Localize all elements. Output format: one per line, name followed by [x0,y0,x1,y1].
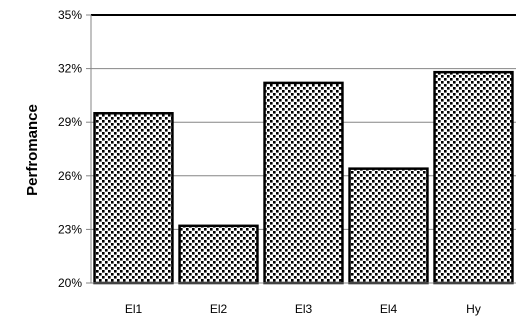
axes [90,15,516,284]
x-tick-label: El2 [210,302,228,316]
bar-el1 [93,112,174,285]
x-tick-label: El4 [380,302,398,316]
x-tick-labels: El1 El2 El3 El4 Hy [125,302,481,316]
x-tick-label: Hy [466,302,481,316]
x-tick-label: El3 [295,302,313,316]
y-tick-label: 32% [58,62,82,76]
bar-el4 [348,167,429,285]
bar-el2 [178,224,259,285]
y-tick-label: 35% [58,8,82,22]
y-tick-label: 20% [58,276,82,290]
y-tick-label: 26% [58,169,82,183]
bars [93,70,514,285]
y-axis-title: Perfromance [24,104,41,196]
bar-hy [433,70,514,285]
y-tick-labels: 20% 23% 26% 29% 32% 35% [58,8,82,290]
y-tick-label: 29% [58,115,82,129]
bar-el3 [263,81,344,285]
x-tick-label: El1 [125,302,143,316]
y-tick-label: 23% [58,222,82,236]
